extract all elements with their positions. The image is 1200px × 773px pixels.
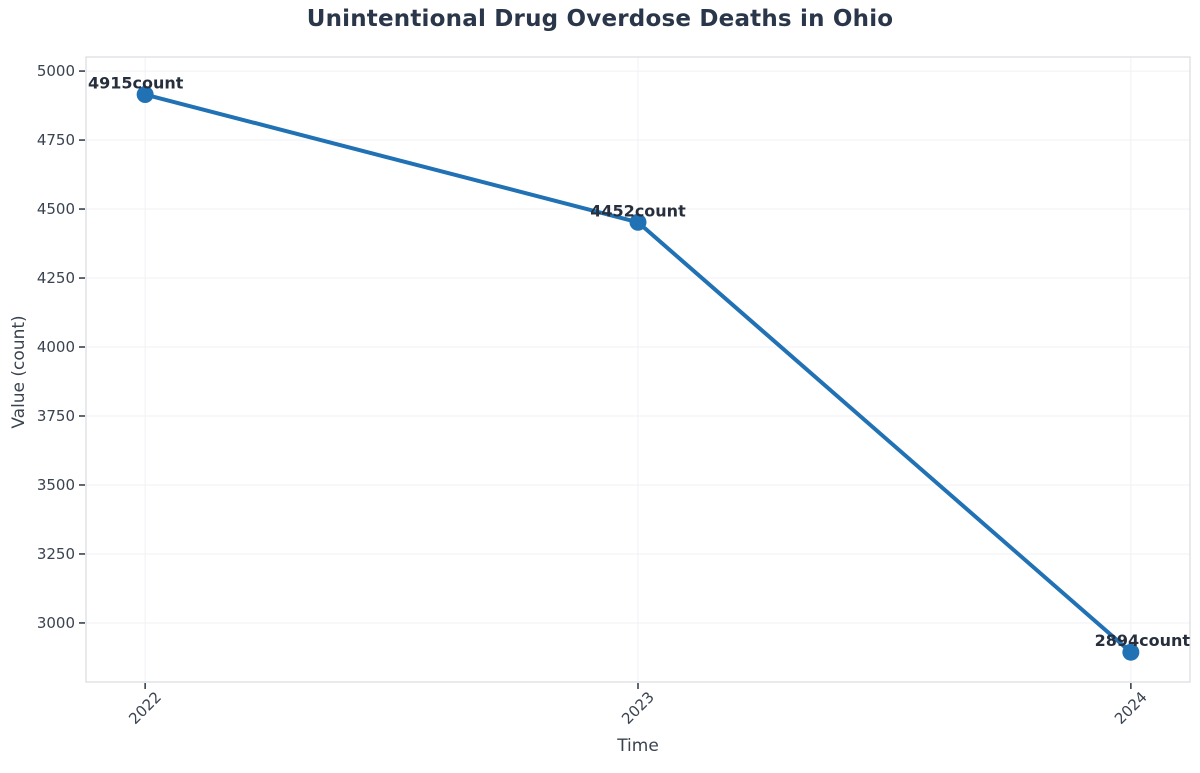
y-tick-label: 4000 (37, 338, 75, 356)
y-tick-label: 4250 (37, 269, 75, 287)
y-tick-label: 3000 (37, 614, 75, 632)
y-tick-label: 4500 (37, 200, 75, 218)
x-tick-label: 2024 (1111, 688, 1151, 728)
point-label: 2894count (1095, 631, 1191, 650)
x-axis-label: Time (617, 736, 659, 756)
y-tick-label: 3500 (37, 476, 75, 494)
y-tick-label: 3250 (37, 545, 75, 563)
y-axis-label: Value (count) (9, 315, 29, 429)
x-tick-label: 2023 (618, 688, 658, 728)
point-label: 4452count (590, 201, 686, 220)
data-point-2024 (1122, 643, 1140, 661)
point-label: 4915count (88, 74, 184, 93)
y-tick-label: 5000 (37, 62, 75, 80)
y-tick-label: 4750 (37, 131, 75, 149)
data-point-2022 (136, 86, 154, 104)
x-tick-label: 2022 (125, 688, 165, 728)
data-point-2023 (629, 213, 647, 231)
plot-border (85, 56, 1191, 683)
y-tick-label: 3750 (37, 407, 75, 425)
chart-title: Unintentional Drug Overdose Deaths in Oh… (306, 6, 894, 32)
